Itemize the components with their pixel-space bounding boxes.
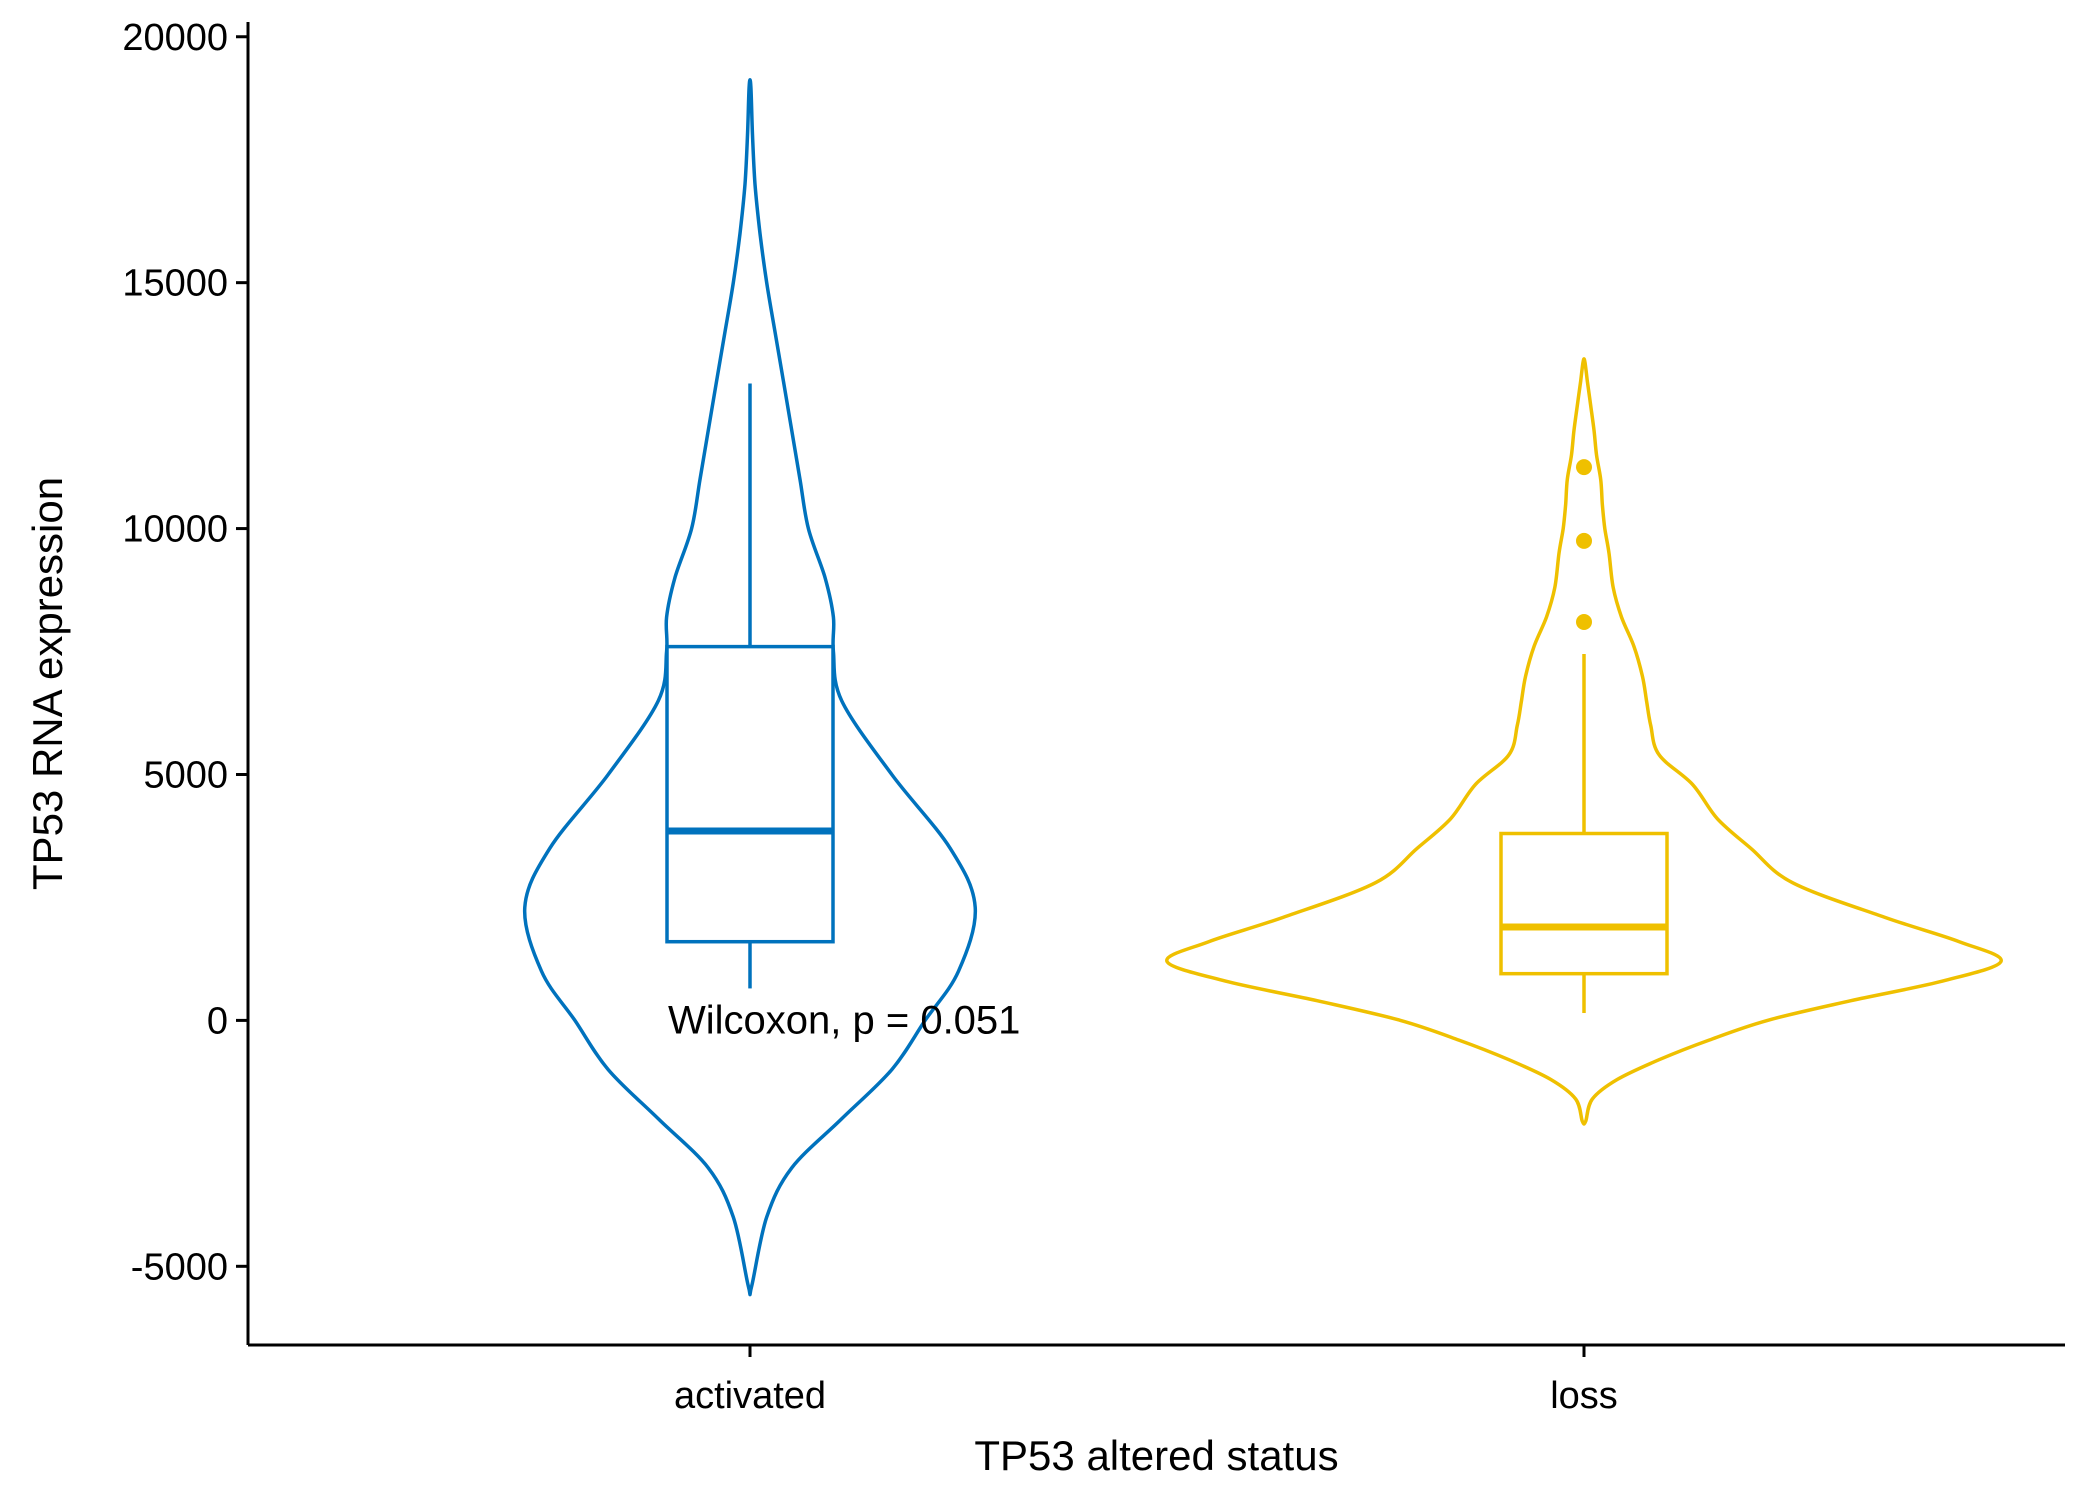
plot-area bbox=[522, 78, 2003, 1297]
group-loss bbox=[1165, 357, 2003, 1126]
y-tick-label: 0 bbox=[207, 1000, 228, 1042]
group-activated bbox=[522, 78, 978, 1297]
violin-activated bbox=[522, 78, 978, 1297]
outlier-point bbox=[1576, 614, 1592, 631]
violin-loss bbox=[1165, 357, 2003, 1126]
y-tick-label: -5000 bbox=[131, 1246, 228, 1288]
outlier-point bbox=[1576, 459, 1592, 476]
box-activated bbox=[665, 644, 835, 944]
outlier-point bbox=[1576, 532, 1592, 549]
box-loss bbox=[1499, 831, 1669, 976]
x-axis-title: TP53 altered status bbox=[974, 1432, 1338, 1479]
x-tick-label-loss: loss bbox=[1550, 1375, 1618, 1417]
y-tick-label: 10000 bbox=[122, 509, 228, 551]
y-axis-title: TP53 RNA expression bbox=[24, 477, 71, 890]
wilcoxon-annotation: Wilcoxon, p = 0.051 bbox=[668, 998, 1020, 1042]
y-tick-label: 20000 bbox=[122, 17, 228, 59]
y-axis-ticks: -5000 0 5000 10000 15000 20000 bbox=[122, 17, 248, 1288]
axes: -5000 0 5000 10000 15000 20000 activated loss bbox=[122, 17, 2065, 1417]
y-tick-label: 5000 bbox=[143, 754, 228, 796]
y-tick-label: 15000 bbox=[122, 263, 228, 305]
x-axis-ticks: activated loss bbox=[674, 1345, 1618, 1417]
x-tick-label-activated: activated bbox=[674, 1375, 826, 1417]
